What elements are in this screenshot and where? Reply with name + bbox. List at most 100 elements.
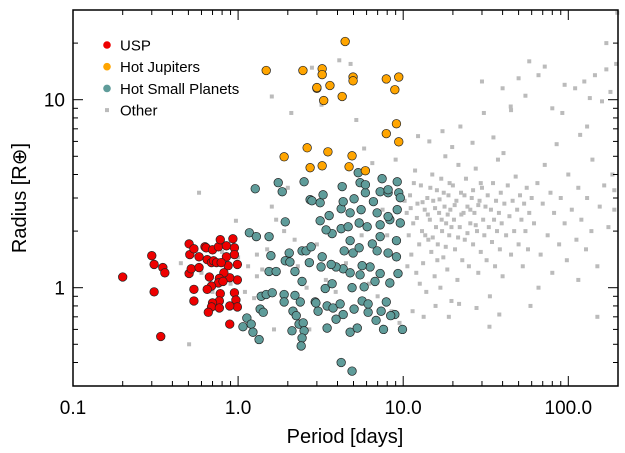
point-other <box>447 181 452 186</box>
legend-label-hot-small-planets: Hot Small Planets <box>120 81 239 98</box>
point-other <box>197 190 202 195</box>
point-hot-small-planets <box>271 266 281 277</box>
point-other <box>604 67 609 72</box>
point-other <box>498 190 503 195</box>
point-hot-small-planets <box>291 311 301 321</box>
point-other <box>375 294 380 299</box>
point-other <box>246 264 251 269</box>
point-other <box>479 185 484 190</box>
point-other <box>455 277 460 282</box>
point-hot-small-planets <box>327 279 337 289</box>
point-other <box>473 166 478 171</box>
point-other <box>562 221 567 226</box>
point-other <box>474 305 479 310</box>
point-other <box>406 233 411 238</box>
point-other <box>576 185 581 190</box>
point-usp <box>218 276 228 287</box>
point-other <box>461 210 466 215</box>
point-hot-small-planets <box>244 228 255 238</box>
point-usp <box>214 303 225 313</box>
point-other <box>584 247 589 252</box>
point-hot-small-planets <box>359 282 369 292</box>
point-other <box>210 289 215 294</box>
point-hot-small-planets <box>331 314 341 324</box>
point-hot-small-planets <box>371 315 381 326</box>
point-other <box>459 190 464 195</box>
point-usp <box>203 307 213 317</box>
point-other <box>439 176 444 181</box>
point-other <box>199 270 204 275</box>
point-other <box>513 174 518 179</box>
point-other <box>478 181 483 186</box>
point-usp <box>118 272 128 282</box>
point-other <box>606 225 611 230</box>
point-other <box>292 237 297 242</box>
point-hot-jupiters <box>261 65 271 76</box>
point-hot-small-planets <box>248 327 258 337</box>
point-hot-small-planets <box>375 220 385 230</box>
point-other <box>437 210 442 215</box>
point-other <box>444 221 449 226</box>
point-hot-small-planets <box>375 187 385 197</box>
point-other <box>477 198 482 203</box>
point-hot-small-planets <box>317 252 327 262</box>
point-hot-small-planets <box>336 357 346 368</box>
point-other <box>220 249 225 254</box>
point-other <box>426 237 431 242</box>
point-hot-jupiters <box>394 137 404 147</box>
point-other <box>472 210 477 215</box>
point-hot-small-planets <box>377 174 387 184</box>
point-other <box>522 201 527 206</box>
point-other <box>471 188 476 193</box>
point-other <box>536 285 541 290</box>
point-other <box>504 233 509 238</box>
x-tick-label: 100.0 <box>545 398 593 419</box>
point-other <box>433 206 438 211</box>
point-hot-small-planets <box>343 222 353 232</box>
point-hot-small-planets <box>360 188 371 198</box>
point-other <box>397 320 402 325</box>
point-other <box>304 285 309 290</box>
point-other <box>417 242 422 247</box>
point-hot-small-planets <box>345 235 355 246</box>
point-other <box>578 132 583 137</box>
point-hot-small-planets <box>311 298 321 308</box>
point-hot-jupiters <box>394 72 404 82</box>
point-hot-small-planets <box>354 218 364 228</box>
point-other <box>487 294 492 299</box>
point-other <box>550 270 555 275</box>
point-usp <box>232 259 243 270</box>
point-other <box>418 183 423 188</box>
point-hot-small-planets <box>391 252 402 262</box>
point-hot-small-planets <box>264 231 274 242</box>
point-other <box>497 312 502 317</box>
point-other <box>431 198 436 203</box>
point-hot-small-planets <box>345 208 355 218</box>
point-other <box>458 124 463 129</box>
point-other <box>453 247 458 252</box>
point-other <box>411 221 416 226</box>
point-other <box>489 240 494 245</box>
y-tick-label: 1 <box>54 279 65 300</box>
point-hot-small-planets <box>360 180 371 190</box>
point-hot-small-planets <box>365 262 375 272</box>
point-hot-small-planets <box>299 177 309 187</box>
point-hot-jupiters <box>344 162 354 172</box>
point-other <box>574 237 579 242</box>
point-other <box>425 196 430 200</box>
point-other <box>528 303 533 308</box>
point-other <box>380 207 385 212</box>
point-other <box>488 207 493 212</box>
point-other <box>576 277 581 282</box>
x-tick-label: 10.0 <box>385 398 422 419</box>
point-hot-jupiters <box>323 147 333 157</box>
point-other <box>233 218 238 223</box>
point-other <box>465 204 470 209</box>
point-usp <box>225 319 235 329</box>
point-other <box>538 252 543 257</box>
point-hot-small-planets <box>392 205 402 215</box>
point-hot-jupiters <box>279 152 289 162</box>
point-other <box>520 264 525 269</box>
point-other <box>614 61 619 66</box>
point-other <box>473 223 478 228</box>
